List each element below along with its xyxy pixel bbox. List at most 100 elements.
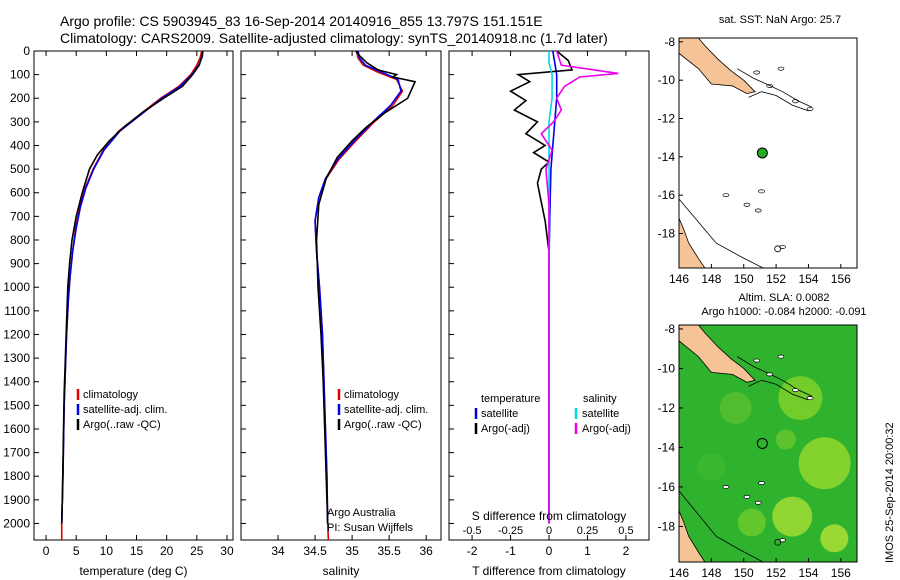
x-tick-label: 20 <box>160 544 174 558</box>
y-tick-label: -8 <box>664 35 675 49</box>
y-tick-label: 2000 <box>3 516 30 530</box>
series-group <box>60 51 204 540</box>
y-tick-label: -18 <box>658 519 676 533</box>
y-tick-label: -16 <box>658 480 676 494</box>
y-tick-label: 800 <box>10 233 30 247</box>
map-frame <box>678 324 858 563</box>
y-tick-label: -14 <box>658 150 676 164</box>
x-tick-label: 2 <box>623 544 630 558</box>
island <box>753 70 761 75</box>
y-tick-label: 500 <box>10 162 30 176</box>
series-group <box>508 51 619 524</box>
island <box>806 106 814 111</box>
x-tick-label: 154 <box>798 272 818 286</box>
x-tick-label: 150 <box>734 272 754 286</box>
credit-org: Argo Australia <box>327 507 396 519</box>
island <box>792 99 799 104</box>
sla-anomaly-blob <box>737 508 766 537</box>
map-frame <box>678 37 858 269</box>
salinity-panel: 34 34.5 35 35.5 36 salinity climatology satelli… <box>240 50 442 578</box>
secondary-marker <box>774 538 782 546</box>
legend-label: Argo(..raw -QC) <box>83 419 161 431</box>
y-tick-label: -12 <box>658 401 676 415</box>
legend-label: climatology <box>83 389 139 401</box>
series-group <box>314 51 417 540</box>
x-tick-label: 10 <box>100 544 114 558</box>
sla-map-title-line1: Altim. SLA: 0.0082 <box>738 292 829 304</box>
x-tick-label: 154 <box>798 566 818 580</box>
sst-map-title: sat. SST: NaN Argo: 25.7 <box>719 14 841 26</box>
sla-anomaly-blob <box>775 429 796 450</box>
x-tick-label: 1 <box>584 544 591 558</box>
y-tick-label: 0 <box>23 44 30 58</box>
map-content <box>679 38 857 268</box>
y-tick-label: 700 <box>10 209 30 223</box>
argo-profile-marker <box>756 437 768 449</box>
new-guinea-land <box>679 325 756 383</box>
x-tick-label: -2 <box>467 544 478 558</box>
australia-land <box>679 218 706 268</box>
island <box>743 494 751 499</box>
y-tick-label: -12 <box>658 112 676 126</box>
sla-anomaly-blob <box>778 376 823 421</box>
y-tick-label: 1100 <box>4 304 30 318</box>
archipelago-contour <box>737 68 812 108</box>
island <box>743 202 751 207</box>
secondary-marker <box>774 245 782 253</box>
y-tick-label: 1300 <box>3 351 30 365</box>
island <box>722 193 730 198</box>
x-tick-label: 35 <box>345 544 359 558</box>
sla-anomaly-blob <box>697 453 726 482</box>
y-tick-label: -18 <box>658 227 676 241</box>
sla-map-title-line2: Argo h1000: -0.084 h2000: -0.091 <box>701 306 866 318</box>
x-tick-label: 15 <box>130 544 144 558</box>
y-tick-label: 1900 <box>3 493 30 507</box>
difference-panel: -2 -1 0 1 2 T difference from climatology -0.5… <box>448 50 650 578</box>
x-tick-label: 25 <box>190 544 204 558</box>
island <box>766 83 773 88</box>
temperature-panel: 0 5 10 15 20 25 300100200300400500600700800900… <box>3 44 234 578</box>
plot-frame <box>240 50 442 541</box>
credit-pi: PI: Susan Wijffels <box>327 522 413 534</box>
y-tick-label: -10 <box>658 73 676 87</box>
y-tick-label: 200 <box>10 91 30 105</box>
legend-title-salinity: salinity <box>583 393 617 405</box>
x-top-tick-label: -0.5 <box>463 525 482 537</box>
legend-label: satellite <box>582 408 619 420</box>
credit-imos: IMOS 25-Sep-2014 20:00:32 <box>884 422 896 563</box>
x-tick-label: 150 <box>734 566 754 580</box>
island <box>792 388 799 393</box>
island <box>753 358 761 363</box>
x-top-tick-label: 0.5 <box>618 525 633 537</box>
series-line-argo-raw-qc- <box>60 51 204 524</box>
x-tick-label: 152 <box>766 566 786 580</box>
y-tick-label: 1500 <box>3 398 30 412</box>
y-tick-label: 1400 <box>3 375 30 389</box>
y-tick-label: 600 <box>10 186 30 200</box>
sla-anomaly-blob <box>798 437 851 490</box>
australia-land <box>679 510 706 562</box>
y-tick-label: 400 <box>10 138 30 152</box>
archipelago-contour <box>737 356 812 397</box>
x-tick-label: 148 <box>701 272 721 286</box>
legend-label: satellite-adj. clim. <box>344 404 428 416</box>
island <box>777 354 785 359</box>
y-tick-label: -14 <box>658 440 676 454</box>
x-tick-label: 146 <box>669 566 689 580</box>
shelf-contour <box>679 490 764 562</box>
archipelago-contour <box>748 91 809 112</box>
x-tick-label: 0 <box>43 544 50 558</box>
x-top-axis-label: S difference from climatology <box>472 509 627 523</box>
island <box>766 372 773 377</box>
x-axis-label: temperature (deg C) <box>79 564 187 578</box>
x-tick-label: -1 <box>505 544 516 558</box>
legend-label: climatology <box>344 389 400 401</box>
y-tick-label: 100 <box>10 68 30 82</box>
sla-anomaly-blob <box>772 496 813 537</box>
x-tick-label: 156 <box>831 566 851 580</box>
new-guinea-land <box>679 38 756 95</box>
x-tick-label: 0 <box>546 544 553 558</box>
map-content <box>679 325 857 562</box>
island <box>806 396 814 401</box>
